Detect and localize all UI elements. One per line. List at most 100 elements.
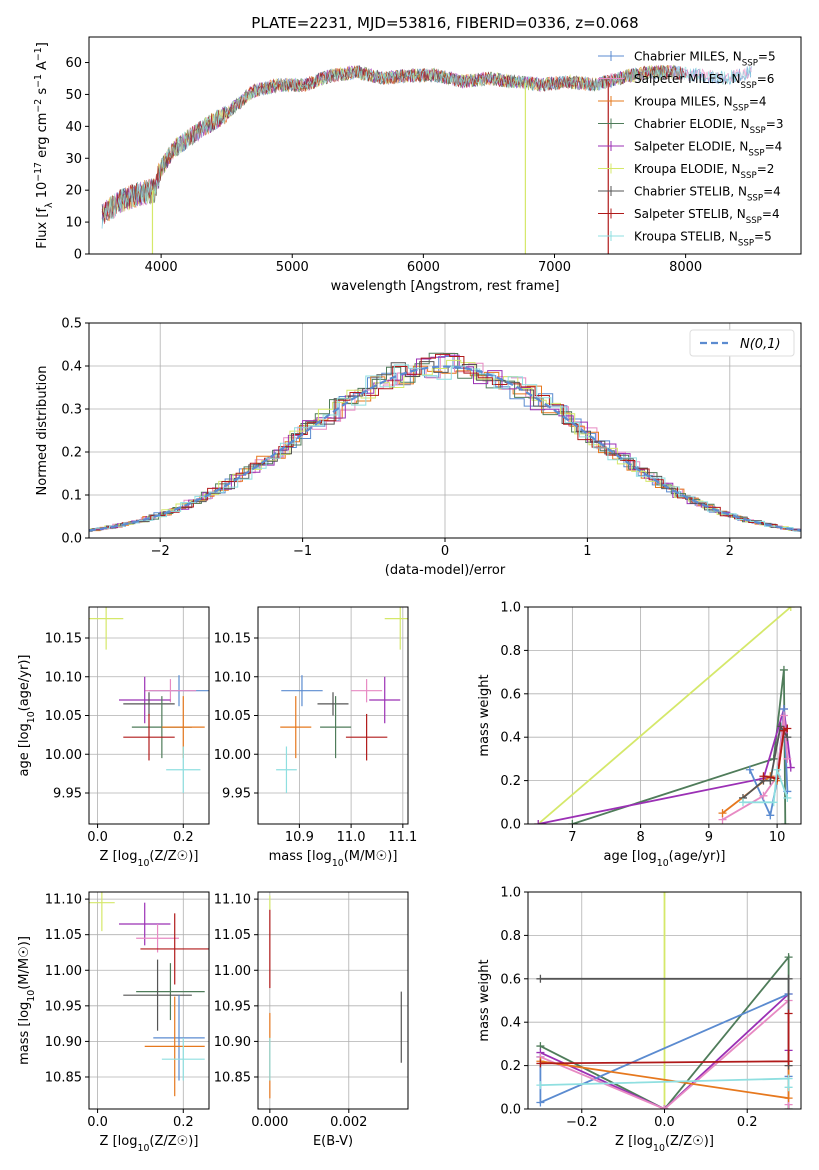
- weight-marker: [779, 711, 788, 720]
- age-weights-panel: 7 8 9 10 0.0 0.2 0.4 0.6 0.8 1.0 age [log10(age/yr…: [477, 601, 802, 869]
- x-tick-label: 8000: [669, 260, 702, 275]
- y-axis-label: mass [log10(M/M☉)]: [17, 936, 37, 1065]
- weight-series: [534, 704, 795, 824]
- y-tick-label: 0.2: [500, 774, 521, 789]
- weight-marker: [766, 811, 775, 820]
- errorbar-point: [161, 1037, 205, 1081]
- y-tick-label: 11.00: [214, 964, 251, 979]
- axes-frame: [88, 891, 210, 1110]
- axes-frame: [88, 606, 210, 825]
- y-tick-label: 10.95: [45, 999, 82, 1014]
- y-tick-label: 0.1: [61, 489, 82, 504]
- legend: Chabrier MILES, NSSP=5 Salpeter MILES, NS…: [598, 50, 783, 249]
- y-tick-label: 0.8: [500, 929, 521, 944]
- weight-line: [537, 607, 792, 824]
- z-weights-panel: −0.2 0.0 0.2 0.0 0.2 0.4 0.6 0.8 1.0 Z [log10(Z/Z…: [477, 886, 802, 1154]
- errorbar-point: [119, 676, 171, 724]
- y-tick-label: 10.10: [214, 670, 251, 685]
- x-tick-label: 4000: [145, 260, 178, 275]
- legend-label: Chabrier STELIB, NSSP=4: [634, 185, 781, 204]
- legend-label: Kroupa MILES, NSSP=4: [634, 95, 767, 114]
- errorbar-point: [136, 963, 205, 1021]
- errorbar-point: [123, 692, 175, 716]
- y-tick-label: 0.4: [500, 731, 521, 746]
- y-tick-label: 10.15: [214, 632, 251, 647]
- errorbar-point: [123, 713, 175, 761]
- legend-label: Chabrier ELODIE, NSSP=3: [634, 117, 783, 136]
- errorbar-point: [280, 696, 312, 759]
- weight-marker: [783, 733, 792, 742]
- x-tick-label: 9: [705, 830, 713, 845]
- x-tick-label: 2: [726, 544, 734, 559]
- z-vs-age-panel: 0.0 0.2 9.95 10.00 10.05 10.10 10.15 Z [log10(Z…: [17, 606, 210, 869]
- x-tick-label: 5000: [276, 260, 309, 275]
- legend: N(0,1): [689, 329, 795, 357]
- y-tick-label: 0.8: [500, 644, 521, 659]
- x-tick-label: 0.2: [173, 830, 194, 845]
- legend-box: [689, 329, 795, 357]
- y-axis-label: mass weight: [477, 959, 492, 1041]
- y-tick-label: 11.10: [45, 893, 82, 908]
- weight-marker: [784, 1083, 793, 1092]
- weight-marker: [784, 1009, 793, 1018]
- weight-marker: [660, 1105, 669, 1109]
- y-tick-label: 0.0: [500, 818, 521, 833]
- x-tick-label: −0.2: [566, 1115, 598, 1130]
- weight-series: [536, 1009, 793, 1068]
- gaussian-curve: [89, 365, 801, 532]
- figure-title: PLATE=2231, MJD=53816, FIBERID=0336, z=0…: [251, 14, 638, 32]
- y-tick-label: 10.90: [214, 1035, 251, 1050]
- x-axis-label: E(B-V): [313, 1134, 353, 1149]
- plot-area: [258, 607, 408, 824]
- weight-marker: [738, 798, 747, 807]
- y-tick-label: 0.2: [500, 1059, 521, 1074]
- weight-marker: [776, 722, 785, 731]
- y-tick-label: 10.95: [214, 999, 251, 1014]
- y-tick-label: 0.3: [61, 403, 82, 418]
- y-tick-label: 10.85: [45, 1070, 82, 1085]
- weight-marker: [784, 1057, 793, 1066]
- x-tick-label: 1: [583, 544, 591, 559]
- x-tick-label: 0.002: [330, 1115, 367, 1130]
- weight-marker: [781, 820, 790, 824]
- y-axis-label: Normed distribution: [35, 366, 50, 496]
- histogram-series: [89, 353, 801, 531]
- y-axis-label: mass weight: [477, 674, 492, 756]
- y-tick-label: 10.05: [45, 709, 82, 724]
- histogram-series: [89, 354, 801, 533]
- weight-line: [572, 669, 787, 824]
- y-tick-label: 11.05: [214, 928, 251, 943]
- x-axis-label: Z [log10(Z/Z☉)]: [100, 1134, 199, 1154]
- axes-frame: [88, 36, 802, 255]
- weight-marker: [568, 820, 577, 824]
- weight-marker: [784, 974, 793, 983]
- weight-line: [743, 769, 789, 804]
- plot-area: [89, 892, 209, 1109]
- errorbar-point: [153, 995, 205, 1081]
- y-tick-label: 0.4: [61, 360, 82, 375]
- x-axis-label: mass [log10(M/M☉)]: [269, 849, 398, 869]
- weight-marker: [786, 763, 795, 772]
- spectrum-line: [101, 65, 687, 224]
- errorbar-point: [89, 892, 115, 932]
- plot-area: [89, 323, 801, 538]
- weight-marker: [536, 1098, 545, 1107]
- errorbar-point: [320, 696, 352, 759]
- plot-area: [528, 607, 801, 824]
- x-tick-label: 6000: [407, 260, 440, 275]
- residuals-panel: −2 −1 0 1 2 0.0 0.1 0.2 0.3 0.4 0.5 (data-model)/er…: [35, 317, 802, 578]
- weight-marker: [745, 765, 754, 774]
- errorbar-point: [144, 679, 197, 703]
- y-tick-label: 0.5: [61, 317, 82, 332]
- weight-marker: [786, 607, 795, 611]
- weight-marker: [784, 953, 793, 962]
- plot-area: [89, 607, 209, 824]
- legend-label: Chabrier MILES, NSSP=5: [634, 50, 776, 69]
- axes-frame: [257, 606, 409, 825]
- y-tick-label: 10.00: [45, 748, 82, 763]
- errorbar-point: [369, 676, 401, 724]
- weight-marker: [783, 724, 792, 733]
- x-tick-label: 0.0: [654, 1115, 675, 1130]
- y-tick-label: 10.85: [214, 1070, 251, 1085]
